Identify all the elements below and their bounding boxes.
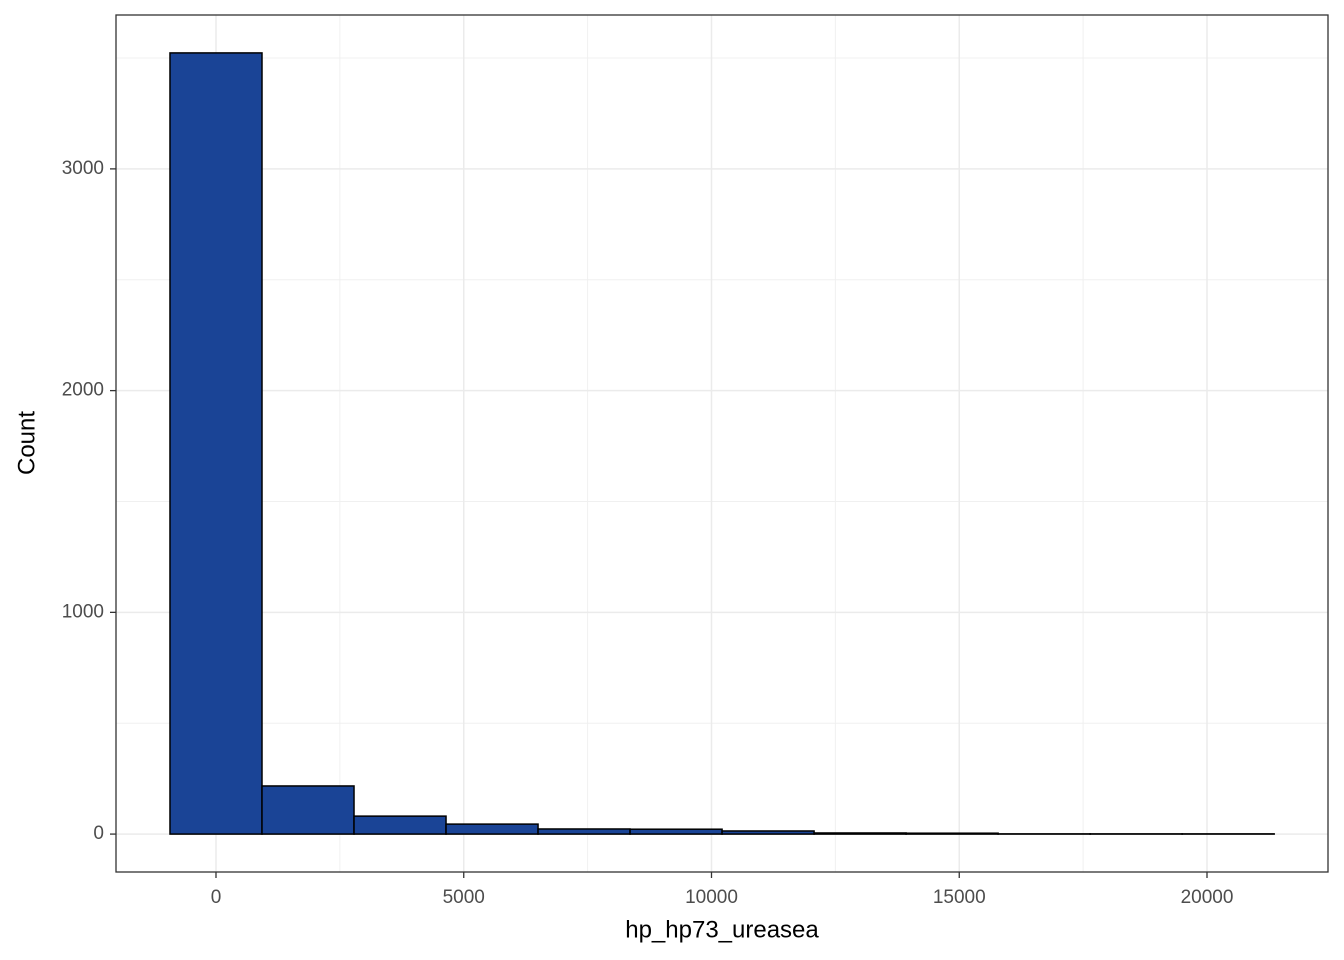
x-axis-title: hp_hp73_ureasea xyxy=(625,916,819,943)
x-tick-label: 0 xyxy=(211,887,222,908)
x-tick-label: 5000 xyxy=(443,887,485,908)
y-tick-label: 0 xyxy=(93,823,104,844)
bar xyxy=(905,832,999,835)
bars xyxy=(169,52,1275,835)
bar xyxy=(721,830,815,835)
bar xyxy=(261,785,355,835)
x-tick-label: 15000 xyxy=(933,887,986,908)
bar xyxy=(445,823,539,835)
y-tick-label: 1000 xyxy=(62,601,104,622)
bar xyxy=(629,828,723,835)
panel-border xyxy=(115,14,1329,873)
y-axis-title: Count xyxy=(13,411,40,475)
y-tick-label: 2000 xyxy=(62,380,104,401)
bar xyxy=(353,815,447,835)
x-tick-label: 20000 xyxy=(1181,887,1234,908)
bar xyxy=(169,52,263,835)
bar xyxy=(537,828,631,835)
x-tick-label: 10000 xyxy=(685,887,738,908)
bar xyxy=(813,832,907,835)
y-tick-label: 3000 xyxy=(62,158,104,179)
